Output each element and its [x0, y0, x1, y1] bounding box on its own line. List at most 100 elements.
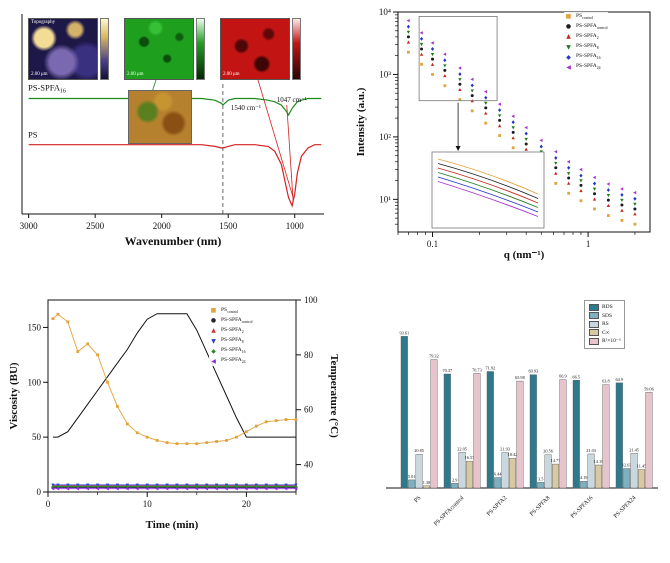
svg-text:1500: 1500	[219, 221, 238, 231]
bar-R²×10⁻³	[473, 373, 481, 489]
legend-marker-icon: ●	[565, 23, 572, 31]
legend-item: ▼ PS-SPFA8	[209, 336, 253, 346]
bar-SDS	[494, 477, 502, 489]
svg-text:18.42: 18.42	[508, 452, 518, 457]
bar-R²×10⁻³	[602, 384, 610, 489]
legend-marker-icon: ▲	[566, 33, 571, 41]
svg-text:71.92: 71.92	[485, 365, 495, 370]
svg-text:10³: 10³	[379, 69, 391, 79]
svg-text:21.03: 21.03	[586, 448, 596, 453]
svg-text:10⁴: 10⁴	[379, 7, 391, 17]
bar-RDS	[572, 380, 580, 489]
legend-item: ● PS-SPFAcontrol	[209, 316, 253, 326]
viscosity-legend: ■ PScontrol ● PS-SPFAcontrol ▲ PS-SPFA2 ▼ PS-SP…	[209, 306, 253, 367]
saxs-legend: ■ PScontrol ● PS-SPFAcontrol ▲ PS-SPFA2 ▼ PS-SP…	[564, 12, 608, 73]
viscosity-plot: 0 10 20 0 50 100 150 40 60 80 100 Time (min) Viscosi…	[8, 295, 339, 531]
svg-text:3000: 3000	[20, 221, 39, 231]
legend-item: R²×10⁻³	[589, 337, 620, 346]
svg-text:Time (min): Time (min)	[146, 519, 199, 531]
panel-saxs-intensity: 0.1 1 10¹ 10² 10³ 10⁴ q (nm⁻¹) Intensity (a.u.)…	[352, 2, 662, 268]
bar-RDS	[400, 336, 408, 489]
svg-text:10²: 10²	[379, 132, 391, 142]
svg-text:1000: 1000	[286, 221, 305, 231]
svg-text:21.45: 21.45	[629, 447, 639, 452]
svg-text:22.05: 22.05	[457, 446, 467, 451]
svg-text:79.32: 79.32	[429, 354, 439, 359]
afm-red-channel-image: 2.00 μm	[220, 18, 290, 80]
svg-text:20.85: 20.85	[414, 448, 424, 453]
scatter-series-PS-SPFA_24	[406, 18, 637, 195]
svg-text:65.98: 65.98	[515, 375, 525, 380]
overlay-micrograph-image	[128, 90, 192, 144]
svg-text:10: 10	[143, 499, 153, 509]
svg-text:0: 0	[37, 487, 42, 497]
bar-R²×10⁻³	[430, 359, 438, 489]
legend-label: PS-SPFA24	[576, 63, 601, 71]
svg-text:20: 20	[242, 499, 252, 509]
legend-item: ▲ PS-SPFA2	[564, 32, 608, 42]
red-colorbar	[292, 18, 301, 80]
legend-item: ● PS-SPFAcontrol	[564, 22, 608, 32]
topography-colorbar	[100, 18, 109, 80]
svg-text:64.9: 64.9	[616, 377, 624, 382]
panel-ftir-spectra: 3000 2500 2000 1500 1000 Wavenumber (nm) PS-SP…	[6, 6, 336, 258]
ftir-plot: 3000 2500 2000 1500 1000 Wavenumber (nm) PS-SP…	[20, 14, 324, 248]
legend-label: PS-SPFAcontrol	[576, 23, 608, 31]
legend-marker-icon: ▲	[211, 327, 216, 335]
svg-text:11.45: 11.45	[637, 463, 647, 468]
legend-marker-icon: ▼	[566, 43, 571, 51]
legend-item: ◆ PS-SPFA16	[209, 346, 253, 356]
bar-C∞	[423, 485, 431, 489]
legend-label: RDS	[602, 304, 613, 310]
legend-label: C∞	[602, 329, 610, 336]
bar-SDS	[580, 481, 588, 489]
legend-item: ◀ PS-SPFA24	[564, 62, 608, 72]
svg-text:16.57: 16.57	[465, 455, 476, 460]
bar-RS	[544, 454, 552, 489]
svg-text:Intensity (a.u.): Intensity (a.u.)	[355, 87, 367, 156]
afm-red-channel-inset: 2.00 μm	[220, 18, 301, 80]
afm-green-channel-inset: 2.00 μm	[124, 18, 205, 80]
legend-label: SDS	[602, 312, 613, 319]
legend-swatch	[589, 320, 599, 328]
bar-RDS	[486, 371, 494, 489]
legend-label: PS-SPFA2	[221, 327, 244, 335]
bar-C∞	[551, 463, 559, 489]
legend-swatch	[589, 303, 599, 311]
legend-label: R²×10⁻³	[602, 338, 621, 345]
svg-text:Viscosity (BU): Viscosity (BU)	[8, 362, 20, 429]
scale-bar-label: 2.00 μm	[127, 72, 144, 77]
legend-item: ▲ PS-SPFA2	[209, 326, 253, 336]
bars-legend: RDS SDS RS C∞ R²×10⁻³	[584, 300, 626, 349]
svg-text:12.03: 12.03	[622, 463, 632, 468]
svg-text:PS-SPFA16: PS-SPFA16	[28, 83, 66, 95]
legend-label: PS-SPFA16	[576, 53, 601, 61]
legend-marker-icon: ◀	[566, 63, 571, 71]
svg-text:63.8: 63.8	[602, 379, 610, 384]
svg-text:1047 cm⁻¹: 1047 cm⁻¹	[277, 96, 307, 104]
legend-item: ■ PScontrol	[564, 12, 608, 22]
svg-text:Temperature (°C): Temperature (°C)	[328, 354, 339, 438]
svg-text:1.38: 1.38	[423, 480, 431, 485]
svg-text:3.5: 3.5	[538, 476, 543, 481]
legend-item: ◀ PS-SPFA24	[209, 356, 253, 366]
svg-text:70.73: 70.73	[472, 367, 482, 372]
bar-RS	[415, 454, 423, 489]
svg-text:66.5: 66.5	[573, 374, 581, 379]
svg-text:14.19: 14.19	[594, 459, 604, 464]
svg-text:0: 0	[46, 499, 51, 509]
bar-R²×10⁻³	[645, 392, 653, 489]
svg-text:PS-SPFA2: PS-SPFA2	[486, 495, 508, 517]
legend-marker-icon: ●	[210, 317, 217, 325]
svg-text:PS: PS	[413, 495, 422, 504]
svg-text:5.01: 5.01	[408, 474, 416, 479]
svg-text:1: 1	[586, 239, 591, 249]
svg-text:q (nm⁻¹): q (nm⁻¹)	[504, 249, 545, 261]
svg-text:PS-SPFA16: PS-SPFA16	[570, 495, 594, 519]
svg-text:2.9: 2.9	[452, 477, 457, 482]
bar-C∞	[508, 457, 516, 489]
svg-text:PS-SPFA24: PS-SPFA24	[613, 495, 637, 519]
bar-RDS	[443, 373, 451, 489]
svg-text:50: 50	[32, 432, 42, 442]
